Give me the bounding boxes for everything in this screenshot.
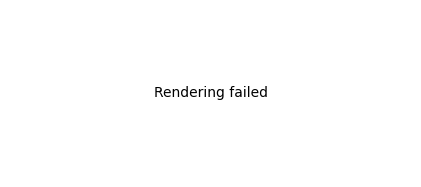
Text: Rendering failed: Rendering failed xyxy=(154,87,267,100)
